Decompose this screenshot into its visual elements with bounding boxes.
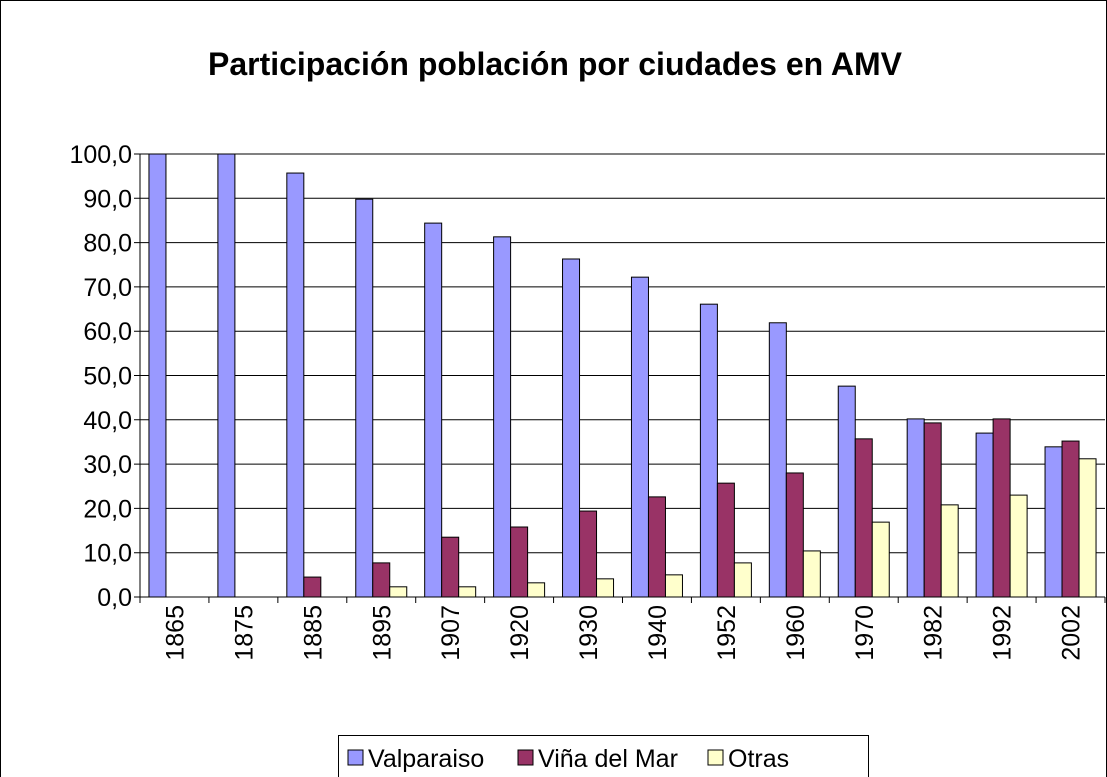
x-tick-label: 1992 [989,605,1017,661]
x-tick-label: 2002 [1058,605,1086,661]
x-tick-label: 1952 [713,605,741,661]
x-tick-label: 1940 [644,605,672,661]
bar [1061,440,1080,598]
x-tick-label: 1982 [920,605,948,661]
y-tick-label: 50,0 [83,363,132,391]
bar [510,526,529,598]
legend-swatch [517,749,534,766]
bar [630,276,649,598]
x-tick-label: 1920 [506,605,534,661]
y-tick-label: 10,0 [83,540,132,568]
bar [716,482,735,598]
bar [372,562,391,598]
bar [854,438,873,598]
bar [562,258,581,598]
bar [785,472,804,598]
bar [906,418,925,598]
bar [148,153,167,598]
legend-box [338,735,869,777]
chart-title: Participación población por ciudades en … [208,46,903,82]
x-tick-label: 1907 [437,605,465,661]
bar [768,322,787,598]
legend-label: Otras [728,745,789,773]
bar [1078,458,1097,598]
bar [647,496,666,598]
y-tick-label: 0,0 [97,584,132,612]
legend-label: Viña del Mar [538,745,678,773]
bar [389,586,408,598]
y-tick-label: 40,0 [83,407,132,435]
bar [441,536,460,598]
y-tick-label: 60,0 [83,318,132,346]
bar [596,578,615,598]
y-tick-label: 80,0 [83,230,132,258]
bar [975,432,994,598]
x-tick-label: 1865 [161,605,189,661]
bar [871,521,890,598]
x-tick-label: 1885 [299,605,327,661]
bar [1044,446,1063,598]
bar [424,222,443,598]
y-tick-label: 30,0 [83,451,132,479]
legend-swatch [347,749,364,766]
bar [458,586,477,598]
bar [493,236,512,598]
bar [802,550,821,598]
x-tick-label: 1895 [368,605,396,661]
y-tick-label: 90,0 [83,185,132,213]
bar [923,422,942,598]
y-tick-label: 20,0 [83,495,132,523]
bar [940,504,959,598]
bar [303,576,322,598]
y-tick-label: 100,0 [69,141,132,169]
bar [699,303,718,598]
legend-label: Valparaiso [368,745,484,773]
x-tick-label: 1960 [782,605,810,661]
bar [355,198,374,598]
bar [664,574,683,598]
bar [579,510,598,598]
y-tick-label: 70,0 [83,274,132,302]
x-tick-label: 1970 [851,605,879,661]
bar [527,582,546,598]
bar [217,153,236,598]
x-tick-label: 1930 [575,605,603,661]
bar [286,172,305,598]
bar [992,418,1011,598]
bar [1009,494,1028,598]
bar [733,562,752,598]
x-tick-label: 1875 [230,605,258,661]
legend-swatch [707,749,724,766]
bar [837,385,856,598]
